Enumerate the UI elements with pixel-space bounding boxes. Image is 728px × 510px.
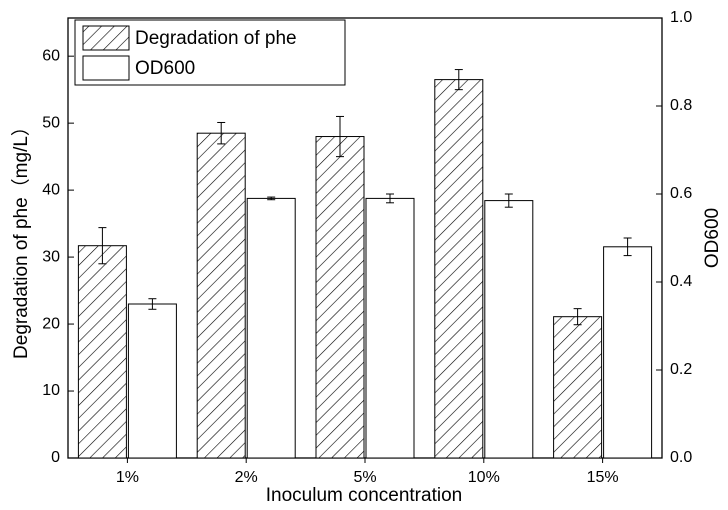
legend-swatch [82,25,130,51]
y2-tick-label: 0.6 [670,185,692,202]
x-tick-label: 2% [235,469,258,486]
error-bar [98,227,107,265]
y2-axis-label: OD600 [702,208,723,268]
error-bar [454,69,463,91]
x-axis-label: Inoculum concentration [266,485,462,506]
bar [484,200,534,459]
y2-tick-label: 0.8 [670,97,692,114]
y2-tick-label: 0.0 [670,449,692,466]
bar [246,197,296,459]
error-bar [623,237,632,257]
legend-label: Degradation of phe [135,28,297,49]
legend-label: OD600 [135,58,195,79]
error-bar [504,193,513,208]
x-tick-label: 5% [353,469,376,486]
bar [603,246,653,459]
error-bar [267,196,276,201]
error-bar [148,298,157,310]
bar [315,136,365,459]
y-axis-label: Degradation of phe（mg/L） [10,117,32,359]
bar [365,197,415,459]
y-tick-label: 60 [42,47,60,64]
y-tick-label: 30 [42,248,60,265]
y-tick-label: 40 [42,181,60,198]
error-bar [336,115,344,158]
error-bar [573,308,582,326]
bar [553,316,603,459]
error-bar [386,193,394,204]
y-tick-label: 50 [42,114,60,131]
bar [77,245,127,459]
legend-swatch [82,55,130,81]
y2-tick-label: 0.4 [670,273,692,290]
bar [196,132,246,459]
y2-tick-label: 0.2 [670,361,692,378]
bar [127,303,177,459]
error-bar [217,121,226,145]
y2-tick-label: 1.0 [670,9,692,26]
x-tick-label: 10% [468,469,500,486]
y-tick-label: 0 [51,449,60,466]
x-tick-label: 15% [587,469,619,486]
y-tick-label: 10 [42,382,60,399]
x-tick-label: 1% [116,469,139,486]
y-tick-label: 20 [42,315,60,332]
bar [434,79,484,459]
